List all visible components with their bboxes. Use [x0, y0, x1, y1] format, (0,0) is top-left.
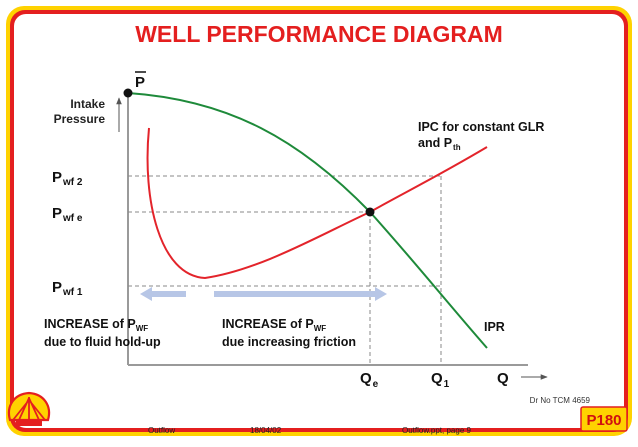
operating-point	[365, 207, 375, 217]
ipr-label: IPR	[484, 320, 505, 334]
note-right-line1: INCREASE of PWF	[222, 317, 326, 333]
slide-title: WELL PERFORMANCE DIAGRAM	[135, 21, 503, 47]
note-right-line2: due increasing friction	[222, 335, 356, 349]
y-axis-label-line2: Pressure	[54, 112, 106, 126]
x-marks: Qe Q1	[360, 370, 450, 390]
arrow-right	[214, 287, 387, 301]
y-axis-label-line1: Intake	[70, 97, 105, 111]
page-badge-label: P180	[586, 412, 621, 429]
footer-left: Outflow	[148, 426, 175, 435]
x-axis-label: Q	[497, 370, 509, 387]
shell-logo-icon	[7, 391, 51, 426]
page-badge	[580, 406, 628, 432]
note-left-line1: INCREASE of PWF	[44, 317, 148, 333]
ipc-label-line1: IPC for constant GLR	[418, 120, 544, 134]
ipc-curve	[146, 127, 488, 280]
footer-right: Outflow.ppt, page 9	[402, 426, 471, 435]
y-marks: Pwf 2 Pwf e Pwf 1	[52, 169, 83, 298]
arrow-left	[140, 287, 186, 301]
y-mark-pwfe: Pwf e	[52, 205, 83, 224]
frame-inner	[14, 14, 624, 428]
x-mark-qe: Qe	[360, 370, 379, 390]
y-axis-top-label: P	[135, 74, 145, 91]
y-mark-pwf2: Pwf 2	[52, 169, 83, 188]
increase-arrows	[140, 287, 387, 301]
guide-lines	[128, 175, 442, 365]
note-left-line2: due to fluid hold-up	[44, 335, 161, 349]
footer-date: 18/04/02	[250, 426, 282, 435]
x-mark-q1: Q1	[431, 370, 450, 390]
ipr-curve	[127, 92, 488, 349]
y-mark-pwf1: Pwf 1	[52, 279, 83, 298]
drawing-ref: Dr No TCM 4659	[530, 396, 591, 405]
ipc-label-line2: and Pth	[418, 136, 461, 152]
p-bar-point	[123, 88, 133, 98]
